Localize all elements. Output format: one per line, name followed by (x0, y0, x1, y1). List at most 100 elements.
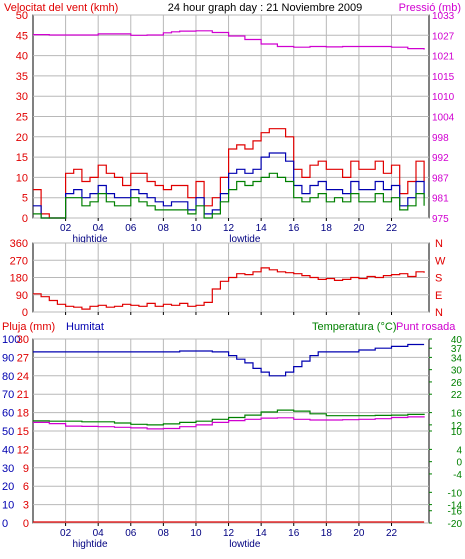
wind-low-line (33, 172, 425, 219)
wind-direction-tick-label: 90 (16, 290, 28, 302)
temperature-tick-label: 22 (451, 390, 463, 401)
humidity-tick-label: 80 (2, 371, 14, 383)
rain-tick-label: 0 (23, 518, 29, 530)
temperature-tick-label: -10 (448, 488, 463, 499)
humidity-axis-label: Humitat (66, 321, 104, 333)
rain-tick-label: 18 (17, 408, 29, 420)
x-tick-label: 10 (190, 223, 202, 234)
wind-speed-tick-label: 15 (16, 152, 28, 164)
wind-gust-line (33, 128, 425, 219)
humidity-tick-label: 50 (2, 426, 14, 438)
x-tick-label: 18 (321, 223, 333, 234)
temperature-tick-label: 16 (451, 409, 463, 420)
humidity-tick-label: 60 (2, 408, 14, 420)
compass-label: S (435, 273, 442, 285)
wind-speed-tick-label: 10 (16, 172, 28, 184)
dew-point-line (33, 416, 425, 430)
humidity-tick-label: 90 (2, 352, 14, 364)
pressure-axis-label: Pressió (mb) (399, 2, 461, 14)
rain-tick-label: 21 (17, 389, 29, 401)
rain-tick-label: 15 (17, 426, 29, 438)
temperature-tick-label: 0 (456, 458, 462, 469)
x-tick-label: 04 (93, 528, 105, 539)
temperature-tick-label: 10 (451, 427, 463, 438)
x-tick-label: 10 (190, 528, 202, 539)
humidity-line (33, 343, 425, 377)
wind-speed-tick-label: 25 (16, 112, 28, 124)
compass-label: N (435, 238, 443, 250)
x-tick-label: 20 (353, 223, 365, 234)
x-tick-label: 02 (60, 223, 72, 234)
tide-label: lowtide (229, 539, 261, 550)
rain-tick-label: 3 (23, 500, 29, 512)
x-tick-label: 14 (256, 528, 268, 539)
wind-direction-tick-label: 180 (10, 273, 28, 285)
temperature-axis-label: Temperatura (°C) (312, 321, 396, 333)
x-tick-label: 02 (60, 528, 72, 539)
x-tick-label: 22 (386, 223, 398, 234)
x-tick-label: 20 (353, 528, 365, 539)
wind-direction-tick-label: 360 (10, 238, 28, 250)
temperature-tick-label: -16 (448, 507, 463, 518)
tide-label: hightide (73, 234, 108, 245)
pressure-tick-label: 981 (432, 194, 449, 205)
pressure-tick-label: 998 (432, 133, 449, 144)
humidity-tick-label: 10 (2, 500, 14, 512)
wind-average-line (33, 152, 425, 219)
wind-speed-tick-label: 30 (16, 91, 28, 103)
temperature-tick-label: 34 (451, 353, 463, 364)
x-tick-label: 08 (158, 528, 170, 539)
temperature-line (33, 409, 425, 426)
rain-tick-label: 30 (17, 334, 29, 346)
x-tick-label: 14 (256, 223, 268, 234)
wind-speed-tick-label: 35 (16, 71, 28, 83)
compass-label: E (435, 290, 442, 302)
rain-axis-label: Pluja (mm) (2, 321, 55, 333)
rain-tick-label: 9 (23, 463, 29, 475)
tide-label: hightide (73, 539, 108, 550)
temperature-tick-label: 26 (451, 378, 463, 389)
x-tick-label: 22 (386, 528, 398, 539)
temperature-tick-label: 30 (451, 366, 463, 377)
wind-direction-tick-label: 270 (10, 255, 28, 267)
x-tick-label: 08 (158, 223, 170, 234)
temperature-tick-label: -4 (453, 470, 462, 481)
wind-direction-line (33, 267, 425, 310)
wind-speed-tick-label: 45 (16, 30, 28, 42)
x-tick-label: 06 (125, 223, 137, 234)
temperature-tick-label: -20 (448, 519, 463, 530)
x-tick-label: 04 (93, 223, 105, 234)
temperature-tick-label: 4 (456, 445, 462, 456)
x-tick-label: 06 (125, 528, 137, 539)
pressure-tick-label: 1015 (432, 72, 455, 83)
x-tick-label: 16 (288, 223, 300, 234)
temperature-tick-label: -14 (448, 501, 463, 512)
pressure-tick-label: 1021 (432, 52, 455, 63)
rain-tick-label: 6 (23, 481, 29, 493)
pressure-tick-label: 1027 (432, 31, 455, 42)
pressure-tick-label: 975 (432, 214, 449, 225)
humidity-tick-label: 40 (2, 444, 14, 456)
wind-speed-axis-label: Velocitat del vent (kmh) (4, 2, 118, 14)
x-tick-label: 18 (321, 528, 333, 539)
pressure-tick-label: 992 (432, 153, 449, 164)
rain-tick-label: 24 (17, 371, 29, 383)
pressure-tick-label: 1033 (432, 11, 455, 22)
rain-tick-label: 27 (17, 352, 29, 364)
wind-direction-tick-label: 0 (22, 307, 28, 319)
wind-speed-tick-label: 0 (22, 213, 28, 225)
compass-label: N (435, 307, 443, 319)
humidity-tick-label: 20 (2, 481, 14, 493)
x-tick-label: 16 (288, 528, 300, 539)
humidity-tick-label: 30 (2, 463, 14, 475)
tide-label: lowtide (229, 234, 261, 245)
compass-label: W (435, 255, 446, 267)
pressure-tick-label: 987 (432, 173, 449, 184)
wind-speed-tick-label: 40 (16, 51, 28, 63)
pressure-tick-label: 1004 (432, 113, 455, 124)
humidity-tick-label: 100 (2, 334, 20, 346)
pressure-tick-label: 1010 (432, 92, 455, 103)
temperature-tick-label: 37 (451, 344, 463, 355)
